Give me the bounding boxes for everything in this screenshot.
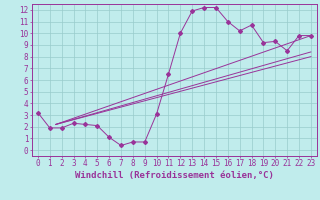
X-axis label: Windchill (Refroidissement éolien,°C): Windchill (Refroidissement éolien,°C) (75, 171, 274, 180)
